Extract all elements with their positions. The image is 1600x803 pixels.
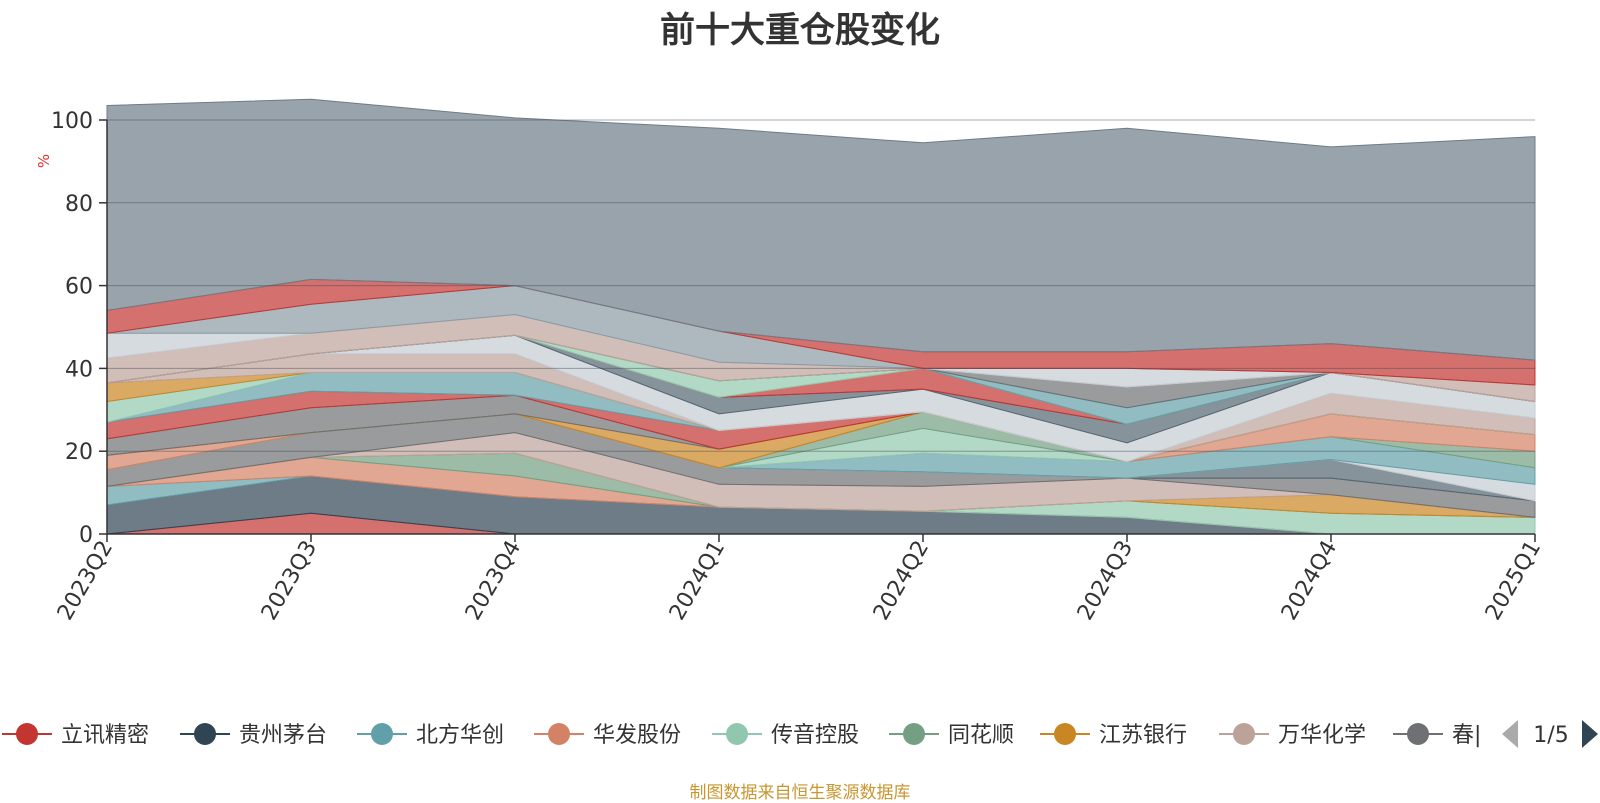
data-source-note: 制图数据来自恒生聚源数据库 [689, 783, 911, 803]
legend-item[interactable]: 贵州茅台 [180, 723, 327, 748]
legend-marker-icon [726, 723, 748, 745]
x-tick-label: 2024Q2 [869, 537, 934, 625]
x-tick-labels: 2023Q2 2023Q3 2023Q4 2024Q1 2024Q2 2024Q3 2024… [53, 534, 1546, 625]
legend-item[interactable]: 同花顺 [889, 723, 1014, 748]
y-axis-unit: % [35, 154, 53, 168]
legend-item[interactable]: 北方华创 [357, 723, 504, 748]
y-tick-labels: 0 20 40 60 80 100 [51, 109, 107, 548]
legend-item[interactable]: 春| [1393, 723, 1481, 748]
legend-label: 万华化学 [1278, 723, 1366, 748]
y-tick-label: 0 [79, 523, 93, 548]
y-tick-label: 40 [65, 357, 93, 382]
x-tick-label: 2023Q2 [53, 537, 118, 625]
y-tick-label: 100 [51, 109, 93, 134]
x-tick-label: 2025Q1 [1481, 537, 1546, 625]
legend-marker-icon [194, 723, 216, 745]
legend-label: 北方华创 [416, 723, 504, 748]
legend-item[interactable]: 万华化学 [1219, 723, 1366, 748]
area-series-32 [106, 98, 1536, 361]
legend-label: 同花顺 [948, 723, 1014, 748]
x-tick-label: 2024Q3 [1073, 537, 1138, 625]
y-tick-label: 80 [65, 192, 93, 217]
legend-item[interactable]: 江苏银行 [1040, 723, 1187, 748]
legend-label: 贵州茅台 [239, 723, 327, 748]
legend-marker-icon [1054, 723, 1076, 745]
legend-marker-icon [1233, 723, 1255, 745]
legend-marker-icon [1407, 723, 1429, 745]
legend-marker-icon [548, 723, 570, 745]
area-series [106, 98, 1536, 535]
legend-marker-icon [903, 723, 925, 745]
legend-label: 春| [1452, 723, 1481, 748]
chart-title: 前十大重仓股变化 [659, 11, 940, 51]
legend-label: 华发股份 [593, 723, 681, 748]
legend-marker-icon [16, 723, 38, 745]
x-tick-label: 2023Q4 [461, 537, 526, 625]
axes [106, 120, 1535, 535]
y-tick-label: 60 [65, 275, 93, 300]
legend-marker-icon [371, 723, 393, 745]
triangle-right-icon[interactable] [1582, 720, 1598, 748]
legend: 立讯精密 贵州茅台 北方华创 华发股份 传音控股 同花顺 江苏银行 万华化学 春| [2, 723, 1481, 748]
legend-item[interactable]: 传音控股 [712, 723, 859, 748]
triangle-left-icon[interactable] [1502, 720, 1518, 748]
legend-label: 立讯精密 [61, 723, 149, 748]
x-tick-label: 2023Q3 [257, 537, 322, 625]
legend-label: 江苏银行 [1099, 723, 1187, 748]
legend-pager: 1/5 [1502, 720, 1598, 748]
x-tick-label: 2024Q4 [1277, 537, 1342, 625]
legend-page-indicator: 1/5 [1533, 723, 1568, 748]
legend-item[interactable]: 华发股份 [534, 723, 681, 748]
x-tick-label: 2024Q1 [665, 537, 730, 625]
legend-item[interactable]: 立讯精密 [2, 723, 149, 748]
y-tick-label: 20 [65, 440, 93, 465]
legend-label: 传音控股 [771, 723, 859, 748]
